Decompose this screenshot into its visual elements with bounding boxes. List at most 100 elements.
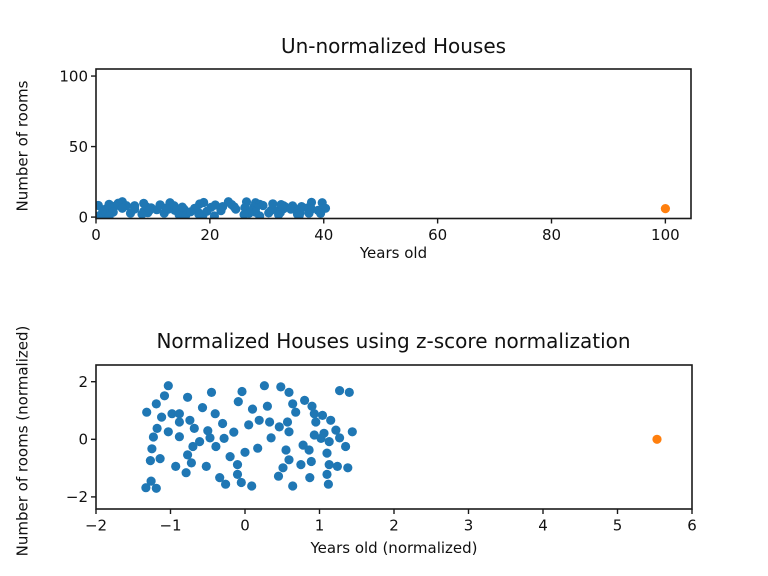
data-point-houses xyxy=(183,392,193,402)
data-point-houses xyxy=(288,481,298,491)
data-point-houses xyxy=(137,209,147,219)
data-point-houses xyxy=(288,399,298,409)
data-point-houses xyxy=(236,477,246,488)
data-point-houses xyxy=(171,461,181,471)
y-tick-label: 0 xyxy=(78,208,88,226)
bottom-chart-title: Normalized Houses using z-score normaliz… xyxy=(156,329,631,353)
data-point-houses xyxy=(304,445,314,455)
data-point-houses xyxy=(258,200,268,211)
data-point-houses xyxy=(278,463,288,473)
data-point-houses xyxy=(284,387,294,397)
data-point-houses xyxy=(316,208,326,218)
data-point-houses xyxy=(305,473,315,483)
x-tick-label: 4 xyxy=(538,517,548,535)
data-point-houses xyxy=(167,409,177,419)
data-point-houses xyxy=(144,205,154,215)
data-point-houses xyxy=(188,441,198,452)
points-layer-chart0 xyxy=(96,197,671,219)
data-point-houses xyxy=(152,423,162,433)
x-tick-label: 60 xyxy=(428,226,447,244)
data-point-houses xyxy=(332,461,342,471)
data-point-houses xyxy=(174,417,184,427)
data-point-houses xyxy=(344,387,354,397)
data-point-houses xyxy=(159,391,170,401)
points-layer-chart1 xyxy=(141,381,662,493)
data-point-houses xyxy=(151,483,161,493)
data-point-houses xyxy=(147,444,157,454)
data-point-houses xyxy=(273,471,284,481)
data-point-houses xyxy=(215,473,225,483)
data-point-houses xyxy=(202,206,212,216)
data-point-houses xyxy=(306,456,316,467)
data-point-houses xyxy=(203,426,213,436)
data-point-houses xyxy=(259,381,269,391)
data-point-houses xyxy=(309,409,319,419)
data-point-houses xyxy=(284,427,294,437)
x-tick-label: 3 xyxy=(464,517,474,535)
x-tick-label: 40 xyxy=(314,226,333,244)
data-point-houses xyxy=(294,211,304,219)
x-tick-label: 1 xyxy=(315,517,325,535)
data-point-houses xyxy=(163,381,173,391)
data-point-houses xyxy=(232,469,243,479)
data-point-houses xyxy=(183,450,193,460)
data-point-houses xyxy=(244,420,254,430)
data-point-houses xyxy=(221,479,231,489)
data-point-houses xyxy=(347,427,357,437)
data-point-houses xyxy=(125,208,136,218)
data-point-houses xyxy=(296,460,306,470)
data-point-houses xyxy=(324,460,334,470)
data-point-houses xyxy=(247,481,257,491)
data-point-houses xyxy=(262,401,272,411)
data-point-houses xyxy=(157,412,167,422)
data-point-houses xyxy=(341,441,351,452)
y-tick-label: 100 xyxy=(59,67,88,85)
data-point-houses xyxy=(281,445,291,455)
data-point-houses xyxy=(323,479,333,489)
data-point-houses xyxy=(229,427,239,437)
top-y-axis-label: Number of rooms xyxy=(13,80,32,212)
data-point-houses xyxy=(219,433,229,443)
data-point-houses xyxy=(324,437,334,447)
data-point-houses xyxy=(151,399,161,409)
data-point-houses xyxy=(300,395,310,405)
data-point-houses xyxy=(104,211,114,219)
data-point-outlier-house xyxy=(660,204,671,214)
data-point-houses xyxy=(307,401,317,411)
data-point-houses xyxy=(210,200,220,210)
data-point-houses xyxy=(148,432,158,442)
data-point-houses xyxy=(206,387,217,397)
data-point-houses xyxy=(161,203,171,213)
data-point-houses xyxy=(231,204,241,214)
x-tick-label: 80 xyxy=(542,226,561,244)
x-tick-label: −1 xyxy=(159,517,181,535)
data-point-houses xyxy=(181,468,191,478)
x-tick-label: 20 xyxy=(200,226,219,244)
data-point-houses xyxy=(304,208,314,218)
axes-spines xyxy=(95,364,693,510)
data-point-houses xyxy=(317,410,328,420)
bottom-x-axis-label: Years old (normalized) xyxy=(310,539,478,557)
data-point-houses xyxy=(185,415,195,425)
data-point-houses xyxy=(232,460,243,470)
data-point-houses xyxy=(276,382,286,392)
data-point-houses xyxy=(265,417,275,427)
data-point-houses xyxy=(274,210,284,219)
data-point-houses xyxy=(205,433,215,443)
y-tick-label: −2 xyxy=(66,488,88,506)
x-tick-label: 0 xyxy=(91,226,101,244)
data-point-outlier-house xyxy=(652,434,662,444)
x-tick-label: 2 xyxy=(389,517,399,535)
data-point-houses xyxy=(268,199,278,209)
data-point-houses xyxy=(254,415,264,425)
data-point-houses xyxy=(177,202,187,212)
x-tick-label: 100 xyxy=(651,226,680,244)
data-point-houses xyxy=(311,417,321,427)
data-point-houses xyxy=(146,476,156,486)
y-tick-label: 2 xyxy=(78,373,88,391)
data-point-houses xyxy=(343,463,353,473)
data-point-houses xyxy=(266,433,276,443)
data-point-houses xyxy=(197,403,208,413)
